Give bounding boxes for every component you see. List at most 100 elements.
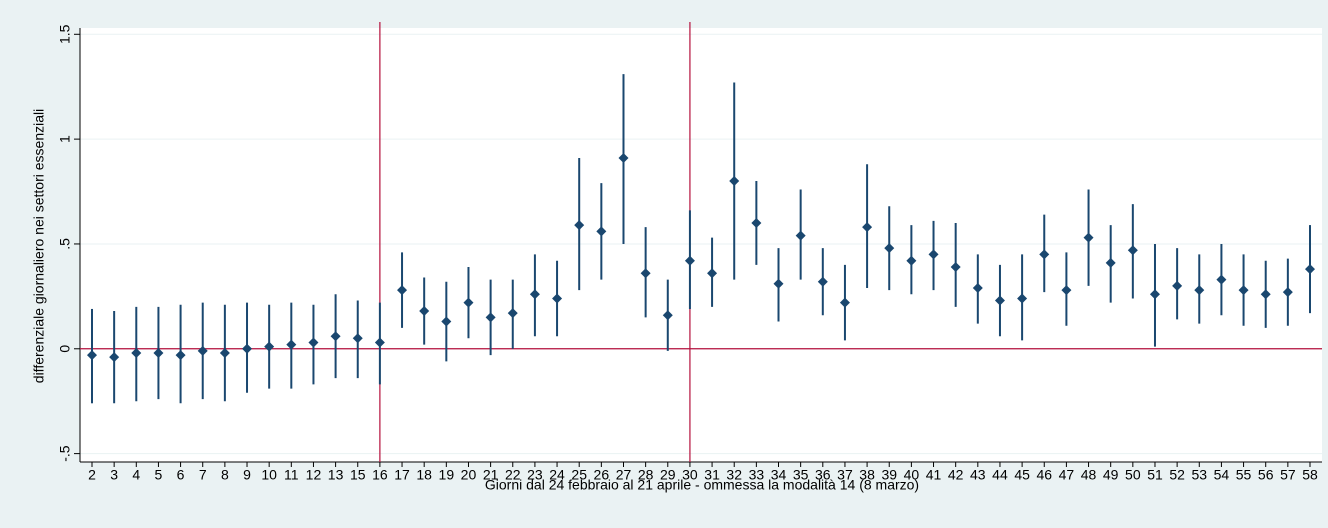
point-estimate: [862, 222, 873, 233]
x-tick-label: 10: [261, 467, 277, 483]
x-tick-label: 21: [483, 467, 499, 483]
x-tick-label: 4: [132, 467, 140, 483]
x-tick-label: 50: [1125, 467, 1141, 483]
plot-area: [80, 28, 1322, 462]
x-tick-label: 38: [859, 467, 875, 483]
point-estimate: [1305, 264, 1315, 275]
x-tick-label: 26: [594, 467, 610, 483]
point-estimate: [1039, 249, 1050, 260]
point-estimate: [817, 276, 828, 287]
point-estimate: [574, 220, 585, 231]
x-tick-label: 29: [660, 467, 676, 483]
point-estimate: [485, 312, 496, 323]
point-estimate: [507, 308, 518, 319]
point-estimate: [1061, 285, 1072, 296]
x-tick-label: 30: [682, 467, 698, 483]
x-tick-label: 25: [571, 467, 587, 483]
x-tick-label: 34: [771, 467, 787, 483]
point-estimate: [1216, 274, 1227, 285]
point-estimate: [596, 226, 607, 237]
x-tick-label: 31: [704, 467, 720, 483]
point-estimate: [219, 347, 230, 358]
x-tick-label: 16: [372, 467, 388, 483]
point-estimate: [1127, 245, 1138, 256]
y-tick-label: .5: [57, 238, 73, 250]
x-tick-label: 33: [749, 467, 765, 483]
point-estimate: [419, 306, 430, 317]
x-tick-label: 13: [328, 467, 344, 483]
point-estimate: [773, 278, 784, 289]
x-tick-label: 46: [1036, 467, 1052, 483]
x-tick-label: 36: [815, 467, 831, 483]
x-tick-label: 5: [155, 467, 163, 483]
x-tick-label: 56: [1258, 467, 1274, 483]
point-estimate: [707, 268, 718, 279]
point-estimate: [264, 341, 275, 352]
x-tick-label: 24: [549, 467, 565, 483]
point-estimate: [662, 310, 673, 321]
y-axis-label: differenziale giornaliero nei settori es…: [31, 109, 47, 383]
point-estimate: [1172, 280, 1183, 291]
point-estimate: [175, 350, 186, 361]
point-estimate: [87, 350, 97, 361]
x-tick-label: 3: [110, 467, 118, 483]
point-estimate: [906, 255, 917, 266]
point-estimate: [131, 347, 142, 358]
point-estimate: [618, 152, 629, 163]
point-estimate: [839, 297, 850, 308]
x-tick-label: 23: [527, 467, 543, 483]
x-tick-label: 18: [416, 467, 432, 483]
x-tick-label: 39: [881, 467, 897, 483]
x-tick-label: 58: [1302, 467, 1318, 483]
x-tick-label: 35: [793, 467, 809, 483]
x-tick-label: 57: [1280, 467, 1296, 483]
x-tick-label: 9: [243, 467, 251, 483]
x-tick-label: 44: [992, 467, 1008, 483]
x-tick-label: 42: [948, 467, 964, 483]
x-tick-label: 45: [1014, 467, 1030, 483]
point-estimate: [1083, 232, 1094, 243]
point-estimate: [1105, 257, 1116, 268]
point-estimate: [374, 337, 385, 348]
point-estimate: [330, 331, 341, 342]
x-tick-label: 51: [1147, 467, 1163, 483]
x-tick-label: 20: [461, 467, 477, 483]
x-tick-label: 22: [505, 467, 521, 483]
point-estimate: [1149, 289, 1160, 300]
x-tick-label: 28: [638, 467, 654, 483]
point-estimate: [552, 293, 563, 304]
point-estimate: [397, 285, 408, 296]
x-tick-label: 53: [1191, 467, 1207, 483]
x-tick-label: 2: [88, 467, 96, 483]
point-estimate: [1017, 293, 1028, 304]
x-tick-label: 32: [726, 467, 742, 483]
y-tick-label: -.5: [57, 445, 73, 462]
point-estimate: [242, 343, 253, 354]
x-tick-label: 41: [926, 467, 942, 483]
x-tick-label: 55: [1236, 467, 1252, 483]
point-estimate: [928, 249, 939, 260]
point-estimate: [729, 176, 740, 187]
y-tick-label: 1.5: [57, 24, 73, 44]
x-tick-label: 47: [1059, 467, 1075, 483]
x-tick-label: 37: [837, 467, 853, 483]
point-estimate: [884, 243, 895, 254]
point-estimate: [153, 347, 164, 358]
x-tick-label: 7: [199, 467, 207, 483]
x-tick-label: 49: [1103, 467, 1119, 483]
point-estimate: [441, 316, 452, 327]
point-estimate: [1282, 287, 1293, 298]
x-tick-label: 27: [616, 467, 632, 483]
point-estimate: [197, 345, 208, 356]
x-tick-label: 17: [394, 467, 410, 483]
x-tick-label: 43: [970, 467, 986, 483]
point-estimate: [529, 289, 540, 300]
point-estimate: [308, 337, 319, 348]
point-estimate: [972, 282, 983, 293]
x-tick-label: 54: [1214, 467, 1230, 483]
x-tick-label: 8: [221, 467, 229, 483]
point-estimate: [1238, 285, 1249, 296]
y-tick-label: 1: [57, 135, 73, 143]
